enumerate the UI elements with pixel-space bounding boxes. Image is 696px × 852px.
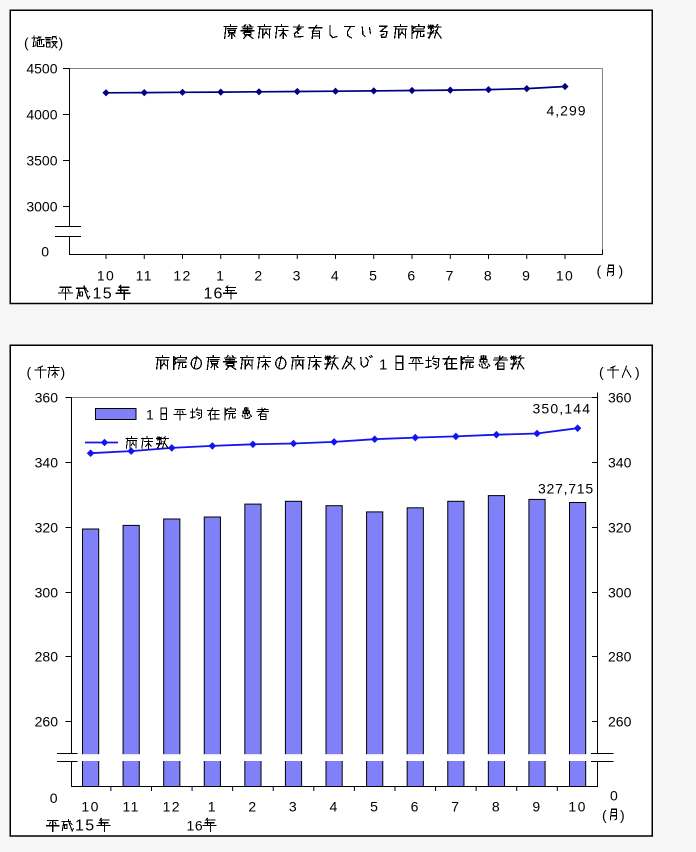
svg-text:3000: 3000 [26, 199, 57, 215]
svg-text:10: 10 [81, 799, 99, 815]
svg-text:260: 260 [35, 714, 59, 730]
svg-text:16: 16 [204, 286, 224, 303]
svg-text:300: 300 [35, 585, 59, 601]
svg-text:327,715: 327,715 [538, 481, 594, 497]
svg-text:280: 280 [608, 649, 632, 665]
svg-text:1: 1 [146, 407, 154, 423]
svg-text:(: ( [599, 364, 604, 380]
svg-text:320: 320 [608, 520, 632, 536]
svg-text:5: 5 [370, 799, 379, 815]
svg-text:0: 0 [41, 244, 49, 260]
svg-text:5: 5 [369, 268, 378, 284]
svg-text:9: 9 [532, 799, 541, 815]
svg-text:4000: 4000 [26, 107, 57, 123]
svg-text:11: 11 [123, 799, 140, 815]
svg-text:4500: 4500 [26, 61, 57, 77]
svg-text:340: 340 [35, 455, 59, 471]
svg-text:7: 7 [446, 268, 455, 284]
svg-text:): ) [620, 807, 625, 823]
svg-text:10: 10 [97, 268, 115, 284]
svg-text:): ) [635, 364, 640, 380]
svg-text:0: 0 [50, 790, 58, 806]
svg-text:320: 320 [35, 520, 59, 536]
svg-text:4,299: 4,299 [547, 102, 587, 118]
svg-text:12: 12 [163, 799, 181, 815]
svg-text:10: 10 [568, 799, 586, 815]
svg-text:360: 360 [35, 390, 59, 406]
svg-text:350,144: 350,144 [533, 400, 592, 416]
svg-text:15: 15 [75, 818, 95, 835]
svg-text:(: ( [24, 35, 29, 51]
svg-text:340: 340 [608, 455, 632, 471]
svg-text:): ) [61, 364, 66, 380]
svg-text:4: 4 [330, 799, 339, 815]
svg-text:16: 16 [187, 818, 204, 834]
svg-text:6: 6 [411, 799, 420, 815]
svg-text:15: 15 [93, 286, 113, 303]
svg-text:6: 6 [407, 268, 416, 284]
svg-text:(: ( [597, 263, 602, 279]
svg-text:260: 260 [608, 714, 632, 730]
svg-text:11: 11 [136, 268, 153, 284]
svg-text:360: 360 [608, 390, 632, 406]
svg-text:300: 300 [608, 585, 632, 601]
svg-text:280: 280 [35, 649, 59, 665]
svg-text:): ) [619, 263, 624, 279]
svg-text:8: 8 [484, 268, 493, 284]
svg-text:1: 1 [379, 356, 387, 373]
svg-text:2: 2 [248, 799, 257, 815]
svg-text:4: 4 [331, 268, 340, 284]
svg-text:10: 10 [556, 268, 574, 284]
svg-text:3: 3 [289, 799, 298, 815]
svg-text:9: 9 [522, 268, 531, 284]
svg-text:1: 1 [208, 799, 217, 815]
svg-text:1: 1 [216, 268, 225, 284]
svg-text:): ) [59, 35, 64, 51]
svg-text:(: ( [27, 364, 32, 380]
svg-text:3: 3 [293, 268, 302, 284]
svg-text:3500: 3500 [26, 153, 57, 169]
svg-text:2: 2 [254, 268, 263, 284]
svg-text:8: 8 [492, 799, 501, 815]
svg-text:(: ( [602, 807, 607, 823]
svg-text:0: 0 [610, 788, 618, 804]
svg-text:12: 12 [173, 268, 191, 284]
svg-text:7: 7 [451, 799, 460, 815]
